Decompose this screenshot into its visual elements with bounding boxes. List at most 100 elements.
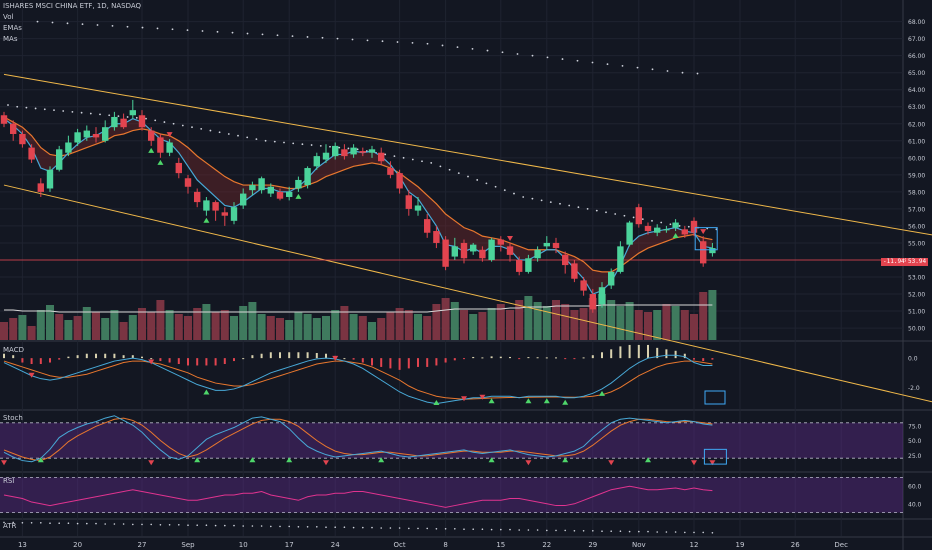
macd-histogram-bar	[693, 358, 695, 360]
x-tick-label: 24	[331, 541, 340, 549]
volume-bar	[128, 315, 137, 340]
y-tick-label: 64.00	[908, 87, 925, 94]
stoch-signal-arrow	[249, 457, 256, 463]
stoch-signal-arrow	[148, 460, 155, 466]
macd-histogram-bar	[21, 358, 24, 363]
macd-histogram-bar	[269, 352, 272, 359]
volume-bar	[276, 318, 284, 340]
candle-body	[470, 244, 477, 252]
indicator-emas: EMAs	[3, 24, 22, 32]
ma-dot	[393, 155, 396, 158]
ma-dot	[559, 202, 561, 205]
y-tick-label: 55.00	[908, 240, 925, 247]
macd-histogram-bar	[711, 358, 714, 360]
macd-histogram-bar	[591, 355, 594, 359]
volume-bar	[671, 306, 680, 340]
candle-body	[37, 183, 44, 192]
atr-dot	[12, 521, 14, 524]
candle-body	[295, 179, 302, 189]
atr-dot	[205, 524, 208, 526]
volume-bar	[138, 308, 146, 340]
macd-histogram-bar	[122, 355, 125, 359]
x-tick-label: 12	[690, 541, 699, 549]
candle-body	[230, 207, 238, 221]
atr-dot	[95, 522, 97, 525]
candle-body	[635, 207, 642, 225]
price-signal-arrow	[203, 217, 210, 223]
volume-bar	[27, 326, 36, 340]
candle-body	[74, 132, 81, 143]
stoch-signal-arrow	[323, 460, 329, 466]
stoch-y-tick: 25.0	[908, 453, 922, 460]
y-tick-label: 65.00	[908, 70, 925, 77]
ma-dot	[273, 140, 276, 143]
macd-y-tick: -2.0	[908, 385, 920, 392]
macd-histogram-bar	[159, 358, 162, 362]
ma-long-dot	[426, 42, 429, 45]
ma-long-dot	[651, 68, 654, 71]
macd-histogram-bar	[481, 357, 484, 359]
atr-dot	[224, 524, 226, 527]
trendline-0	[3, 73, 932, 236]
volume-bar	[230, 316, 238, 340]
volume-bar	[202, 304, 211, 340]
ma-dot	[310, 144, 313, 146]
ma-dot	[301, 143, 304, 146]
stoch-y-tick: 75.0	[908, 423, 922, 430]
atr-dot	[214, 524, 217, 527]
ma-dot	[494, 185, 497, 188]
macd-histogram-bar	[555, 357, 557, 359]
ma-dot	[172, 122, 175, 125]
macd-histogram-bar	[702, 358, 705, 362]
ma-long-dot	[411, 42, 414, 44]
atr-dot	[500, 528, 502, 531]
ma-long-dot	[486, 49, 489, 52]
y-tick-label: 59.00	[908, 172, 925, 179]
volume-bar	[92, 312, 100, 340]
atr-dot	[122, 523, 125, 525]
macd-histogram-bar	[205, 358, 208, 366]
atr-dot	[647, 530, 649, 533]
ma-dot	[430, 162, 433, 164]
atr-dot	[454, 528, 456, 530]
candle-body	[332, 145, 339, 157]
price-signal-arrow	[157, 159, 164, 165]
macd-histogram-bar	[76, 355, 79, 359]
candle-body	[120, 118, 127, 128]
ma-long-dot	[81, 23, 84, 26]
macd-histogram-bar	[417, 358, 419, 367]
atr-dot	[67, 522, 70, 524]
volume-bar	[266, 316, 275, 340]
volume-bar	[662, 304, 671, 340]
candle-body	[157, 137, 164, 153]
volume-bar	[248, 302, 257, 340]
stoch-y-tick: 50.0	[908, 438, 922, 445]
ma-dot	[25, 106, 28, 109]
macd-histogram-bar	[141, 356, 143, 359]
candle-body	[451, 246, 458, 257]
ma-dot	[522, 196, 525, 198]
volume-bar	[644, 312, 652, 340]
ma-long-dot	[351, 38, 354, 41]
ma-long-dot	[246, 32, 249, 35]
y-tick-label: 60.00	[908, 155, 925, 162]
macd-histogram-bar	[3, 353, 5, 359]
x-tick-label: 10	[239, 541, 248, 549]
macd-histogram-bar	[472, 356, 475, 359]
ma-dot	[439, 165, 442, 168]
macd-histogram-bar	[233, 358, 235, 362]
atr-dot	[398, 527, 401, 529]
volume-bar	[579, 308, 588, 340]
volume-bar	[193, 308, 202, 340]
macd-histogram-bar	[518, 358, 521, 360]
candle-body	[129, 110, 136, 116]
candle-body	[506, 246, 514, 255]
macd-histogram-bar	[214, 358, 217, 366]
chart-title: ISHARES MSCI CHINA ETF, 1D, NASDAQ	[3, 2, 142, 10]
candle-body	[552, 242, 560, 249]
stoch-highlight-box	[703, 448, 727, 465]
volume-bar	[634, 310, 643, 340]
trendline-1	[3, 184, 932, 403]
macd-histogram-bar	[67, 356, 70, 359]
